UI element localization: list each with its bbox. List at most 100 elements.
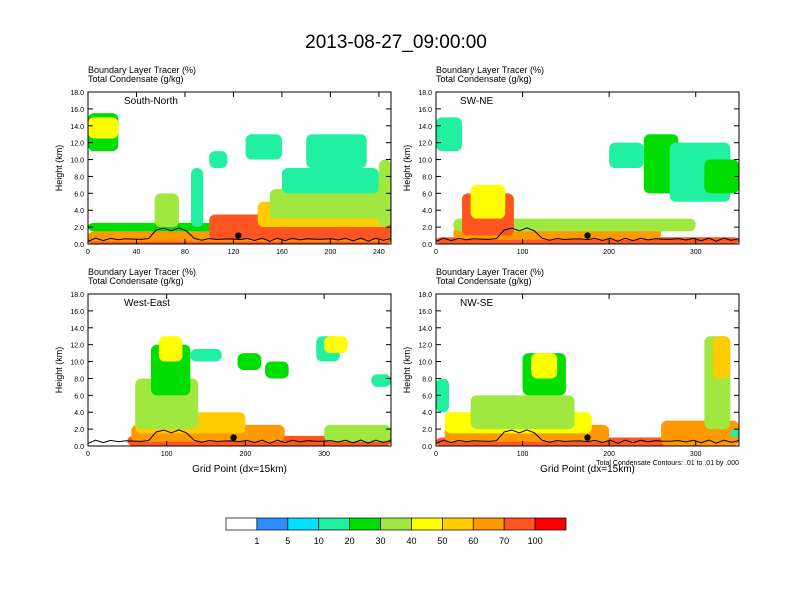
x-tick-label: 120 (228, 249, 240, 256)
colorbar-swatch (472, 517, 505, 531)
colorbar-label: 70 (499, 536, 509, 546)
tracer-shading (713, 336, 731, 379)
tracer-shading (609, 142, 644, 168)
tracer-shading (531, 353, 558, 379)
tracer-shading (730, 429, 739, 438)
y-tick-label: 0.0 (74, 444, 84, 451)
y-tick-label: 10.0 (70, 360, 84, 367)
y-axis-label: Height (km) (54, 347, 64, 394)
x-tick-label: 0 (86, 451, 90, 458)
x-tick-label: 0 (434, 451, 438, 458)
tracer-shading (191, 168, 204, 228)
y-tick-label: 6.0 (74, 191, 84, 198)
x-tick-label: 100 (517, 451, 529, 458)
colorbar-label: 60 (468, 536, 478, 546)
tracer-shading (281, 168, 379, 194)
y-tick-label: 8.0 (422, 174, 432, 181)
y-tick-label: 8.0 (74, 376, 84, 383)
panel-frame (435, 293, 740, 447)
tracer-shading (237, 353, 262, 370)
tracer-shading (269, 189, 391, 219)
y-tick-label: 14.0 (70, 326, 84, 333)
panel-frame (87, 293, 392, 447)
x-tick-label: 200 (603, 451, 615, 458)
y-axis-label: Height (km) (402, 347, 412, 394)
station-marker (584, 232, 591, 239)
plot-area (88, 113, 391, 244)
panel-frame (435, 91, 740, 245)
plot-area (436, 336, 739, 446)
y-tick-label: 16.0 (418, 107, 432, 114)
panel-frame (87, 91, 392, 245)
colorbar-label: 30 (376, 536, 386, 546)
contour-footnote: Total Condensate Contours: .01 to .01 by… (596, 460, 739, 467)
y-tick-label: 12.0 (418, 141, 432, 148)
terrain-line (88, 429, 391, 444)
tracer-shading (324, 424, 391, 442)
panel-header-tracer: Boundary Layer Tracer (%) (436, 267, 544, 277)
panel-header-tracer: Boundary Layer Tracer (%) (88, 267, 196, 277)
colorbar-swatch (256, 517, 289, 531)
tracer-shading (88, 117, 119, 139)
y-tick-label: 8.0 (74, 174, 84, 181)
tracer-shading (704, 159, 739, 194)
panel-header-tracer: Boundary Layer Tracer (%) (436, 65, 544, 75)
y-tick-label: 14.0 (70, 124, 84, 131)
y-tick-label: 2.0 (422, 427, 432, 434)
panel-label: West-East (124, 298, 170, 309)
y-axis-label: Height (km) (402, 145, 412, 192)
x-tick-label: 200 (325, 249, 337, 256)
y-tick-label: 16.0 (418, 309, 432, 316)
y-tick-label: 4.0 (422, 208, 432, 215)
x-axis-label: Grid Point (dx=15km) (540, 464, 635, 475)
panel-west-east: Boundary Layer Tracer (%)Total Condensat… (54, 267, 392, 475)
y-tick-label: 4.0 (422, 410, 432, 417)
x-tick-label: 80 (181, 249, 189, 256)
colorbar-label: 100 (528, 536, 543, 546)
y-tick-label: 10.0 (418, 360, 432, 367)
y-tick-label: 6.0 (422, 191, 432, 198)
x-tick-label: 100 (517, 249, 529, 256)
tracer-shading (436, 117, 462, 152)
panel-header-condensate: Total Condensate (g/kg) (88, 276, 184, 286)
tracer-shading (436, 378, 449, 413)
colorbar-swatch (287, 517, 320, 531)
y-tick-label: 2.0 (74, 225, 84, 232)
colorbar-label: 40 (406, 536, 416, 546)
panel-header-condensate: Total Condensate (g/kg) (436, 276, 532, 286)
y-tick-label: 6.0 (74, 393, 84, 400)
colorbar-swatch (380, 517, 412, 531)
tracer-shading (306, 134, 367, 168)
y-tick-label: 10.0 (70, 158, 84, 165)
colorbar-swatch (349, 517, 381, 531)
y-tick-label: 14.0 (418, 326, 432, 333)
y-axis-label: Height (km) (54, 145, 64, 192)
panel-header-condensate: Total Condensate (g/kg) (88, 74, 184, 84)
y-tick-label: 12.0 (418, 343, 432, 350)
y-tick-label: 12.0 (70, 343, 84, 350)
tracer-shading (158, 336, 183, 362)
y-tick-label: 18.0 (70, 292, 84, 299)
y-tick-label: 10.0 (418, 158, 432, 165)
y-tick-label: 14.0 (418, 124, 432, 131)
tracer-shading (209, 151, 228, 168)
colorbar-swatch (225, 517, 258, 531)
y-tick-label: 8.0 (422, 376, 432, 383)
colorbar: 1 5 10 20 30 40 50 60 70 100 (225, 517, 567, 546)
y-tick-label: 18.0 (418, 90, 432, 97)
y-tick-label: 16.0 (70, 107, 84, 114)
x-tick-label: 200 (603, 249, 615, 256)
x-tick-label: 300 (318, 451, 330, 458)
plot-area (88, 336, 391, 446)
y-tick-label: 2.0 (74, 427, 84, 434)
y-tick-label: 18.0 (418, 292, 432, 299)
panel-sw-ne: Boundary Layer Tracer (%)Total Condensat… (402, 65, 740, 256)
colorbar-label: 5 (285, 536, 290, 546)
panel-label: NW-SE (460, 298, 493, 309)
station-marker (584, 434, 591, 441)
y-tick-label: 0.0 (74, 242, 84, 249)
colorbar-swatch (534, 517, 567, 531)
colorbar-label: 50 (437, 536, 447, 546)
colorbar-label: 1 (254, 536, 259, 546)
y-tick-label: 2.0 (422, 225, 432, 232)
